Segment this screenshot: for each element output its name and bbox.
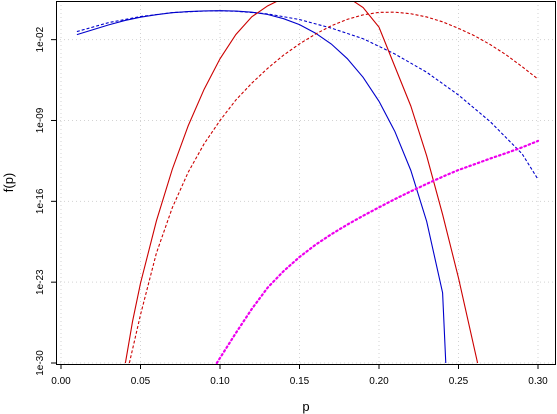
grid	[56, 1, 556, 364]
series-line-4	[128, 11, 539, 364]
x-tick-label: 0.30	[528, 376, 548, 387]
y-tick-label: 1e-16	[35, 188, 46, 214]
y-axis-label: f(p)	[1, 173, 16, 193]
x-tick-label: 0.05	[131, 376, 151, 387]
y-tick-label: 1e-02	[35, 26, 46, 52]
series-line-5	[215, 139, 540, 364]
y-tick-label: 1e-23	[35, 269, 46, 295]
y-tick-label: 1e-30	[35, 350, 46, 376]
x-tick-label: 0.00	[51, 376, 71, 387]
x-tick-label: 0.15	[290, 376, 310, 387]
x-axis-label: p	[302, 399, 309, 414]
series-line-3	[124, 1, 479, 364]
plot-frame	[56, 1, 556, 365]
axes: 0.00 0.05 0.10 0.15 0.20 0.25 0.30 1e-30 1e-23 1e…	[35, 26, 548, 387]
series-group	[76, 1, 540, 364]
x-tick-label: 0.25	[449, 376, 469, 387]
y-tick-label: 1e-09	[35, 107, 46, 133]
series-line-1	[76, 10, 447, 364]
x-tick-label: 0.20	[369, 376, 389, 387]
series-line-2	[76, 10, 539, 180]
x-tick-label: 0.10	[210, 376, 230, 387]
